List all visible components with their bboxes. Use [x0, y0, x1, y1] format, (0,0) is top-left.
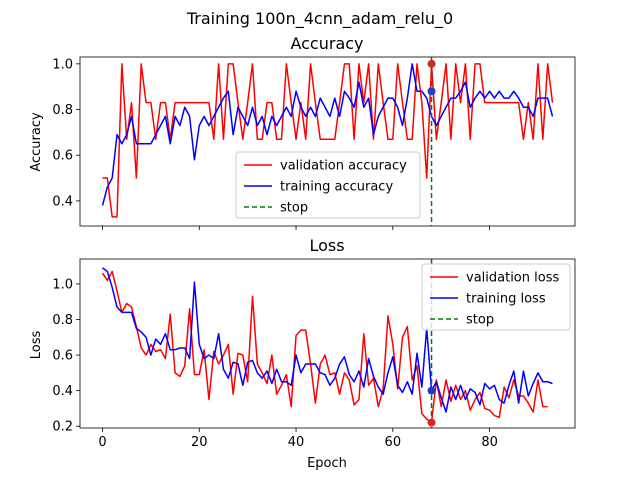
accuracy-y-tick-label: 0.8 [52, 103, 73, 118]
accuracy-validation-line [102, 63, 554, 218]
accuracy-axes-frame [79, 56, 576, 227]
accuracy-legend-label: stop [280, 201, 308, 216]
loss-y-tick-label: 0.2 [52, 420, 73, 435]
loss-legend-label: stop [466, 313, 494, 328]
loss-x-tick-label: 20 [191, 435, 208, 450]
loss-y-tick-label: 1.0 [52, 277, 73, 292]
loss-y-tick-label: 0.4 [52, 384, 73, 399]
loss-y-tick-label: 0.6 [52, 349, 73, 364]
accuracy-stop-marker-validation [427, 59, 436, 68]
figure-suptitle: Training 100n_4cnn_adam_relu_0 [186, 9, 453, 29]
loss-stop-marker-training [427, 386, 436, 395]
loss-validation-line [101, 270, 548, 424]
loss-x-tick-label: 0 [98, 435, 106, 450]
accuracy-legend-label: training accuracy [280, 180, 393, 195]
accuracy-title: Accuracy [290, 34, 363, 53]
accuracy-stop-marker-training [427, 87, 436, 96]
accuracy-ylabel: Accuracy [29, 112, 44, 172]
loss-legend-label: validation loss [466, 271, 559, 286]
loss-stop-marker-validation [427, 418, 436, 427]
loss-x-tick-label: 80 [481, 435, 498, 450]
loss-legend: validation loss training loss stop [421, 263, 571, 331]
accuracy-y-tick-label: 1.0 [52, 57, 73, 72]
accuracy-training-line [101, 63, 554, 206]
accuracy-y-tick-label: 0.6 [52, 149, 73, 164]
loss-legend-label: training loss [466, 292, 546, 307]
loss-title: Loss [309, 236, 344, 255]
accuracy-legend-label: validation accuracy [280, 159, 407, 174]
accuracy-subplot: Accuracy Accuracy 0.4 0.6 0.8 1.0 validation… [29, 34, 576, 230]
accuracy-legend-box [235, 151, 421, 219]
loss-training-line [102, 267, 553, 413]
loss-y-tick-label: 0.8 [52, 313, 73, 328]
loss-x-tick-label: 40 [288, 435, 305, 450]
loss-x-tick-label: 60 [385, 435, 402, 450]
loss-subplot: Loss Loss Epoch 0 20 40 60 80 0.2 0.4 0.6 0.8 1.0… [29, 236, 576, 471]
loss-legend-box [421, 263, 571, 331]
accuracy-legend: validation accuracy training accuracy stop [235, 151, 421, 219]
accuracy-y-tick-label: 0.4 [52, 194, 73, 209]
x-axis-label: Epoch [307, 456, 347, 471]
loss-axes-frame [79, 258, 576, 429]
loss-ylabel: Loss [29, 331, 44, 360]
